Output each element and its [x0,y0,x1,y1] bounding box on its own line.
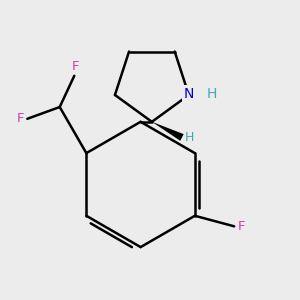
Text: N: N [184,87,194,101]
Polygon shape [152,122,184,141]
Text: F: F [17,112,24,125]
Text: H: H [206,87,217,101]
Text: H: H [184,131,194,144]
Text: F: F [237,220,245,233]
Text: F: F [72,60,79,73]
